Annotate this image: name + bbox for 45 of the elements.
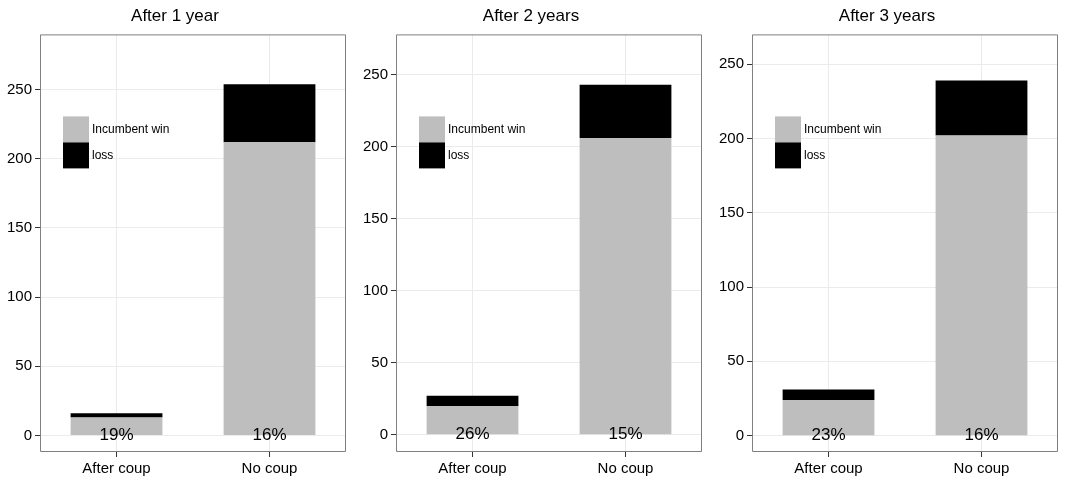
- legend-label: Incumbent win: [92, 121, 170, 136]
- y-tick-label: 50: [371, 352, 389, 370]
- y-tick-label: 250: [363, 64, 389, 82]
- legend-label: loss: [92, 147, 114, 162]
- x-tick-label: No coup: [241, 459, 298, 477]
- y-tick-label: 250: [719, 54, 745, 72]
- y-tick-label: 0: [379, 424, 389, 442]
- y-tick-label: 150: [7, 218, 33, 236]
- y-tick-label: 150: [719, 202, 745, 220]
- x-tick-label: After coup: [438, 459, 507, 477]
- legend-label: loss: [804, 147, 826, 162]
- y-tick-label: 0: [23, 425, 33, 443]
- y-tick-label: 200: [363, 136, 389, 154]
- bar: [223, 84, 316, 143]
- annotation: 23%: [811, 425, 846, 445]
- chart-title: After 1 year: [131, 5, 220, 25]
- y-tick-label: 100: [363, 280, 389, 298]
- y-tick-label: 100: [719, 277, 745, 295]
- y-tick-label: 200: [7, 148, 33, 166]
- legend-label: Incumbent win: [804, 121, 882, 136]
- chart-title: After 2 years: [482, 5, 580, 25]
- y-tick-label: 200: [719, 128, 745, 146]
- bar: [70, 413, 163, 418]
- x-tick-label: No coup: [953, 459, 1010, 477]
- y-tick-label: 100: [7, 287, 33, 305]
- annotation: 16%: [252, 425, 287, 445]
- annotation: 26%: [455, 424, 490, 444]
- annotation: 15%: [608, 424, 643, 444]
- annotation: 19%: [99, 425, 134, 445]
- x-tick-label: After coup: [82, 459, 151, 477]
- x-tick-label: No coup: [597, 459, 654, 477]
- legend-label: Incumbent win: [448, 121, 526, 136]
- chart-title: After 3 years: [838, 5, 936, 25]
- y-tick-label: 0: [735, 425, 745, 443]
- y-tick-label: 50: [15, 356, 33, 374]
- bar: [935, 80, 1028, 136]
- legend-label: loss: [448, 147, 470, 162]
- y-tick-label: 150: [363, 208, 389, 226]
- y-tick-label: 50: [727, 351, 745, 369]
- x-tick-label: After coup: [794, 459, 863, 477]
- annotation: 16%: [964, 425, 999, 445]
- y-tick-label: 250: [7, 79, 33, 97]
- bar: [579, 84, 672, 139]
- bar: [426, 395, 519, 406]
- bar: [782, 389, 875, 400]
